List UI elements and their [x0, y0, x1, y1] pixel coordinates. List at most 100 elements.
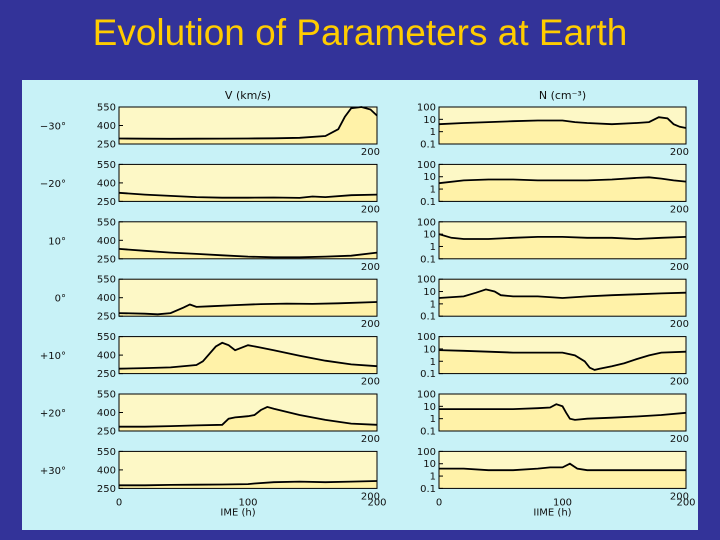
series-fill: [119, 342, 377, 374]
y-tick-label: 10: [423, 459, 436, 470]
velocity-line: [119, 480, 378, 487]
y-tick-label: 1: [430, 357, 436, 368]
y-tick-label: 550: [97, 217, 116, 228]
series-fill: [119, 248, 377, 259]
series-fill: [119, 107, 377, 144]
velocity-line: [118, 248, 378, 259]
series-fill: [119, 302, 377, 317]
y-tick-label: 400: [97, 465, 116, 476]
density-line: [439, 403, 687, 421]
series-fill: [439, 234, 686, 259]
x-end-label: 200: [670, 434, 689, 445]
y-tick-label: 400: [97, 408, 116, 419]
column-label-n: N (cm⁻³): [539, 89, 586, 102]
y-tick-label: 1: [430, 185, 436, 196]
y-tick-label: 10: [423, 287, 436, 298]
y-tick-label: 250: [97, 312, 116, 323]
series-fill: [439, 404, 686, 431]
x-axis-label: IME (h): [220, 507, 255, 518]
y-tick-label: 250: [97, 369, 116, 380]
y-tick-label: 0.1: [420, 197, 436, 208]
y-tick-label: 250: [97, 254, 116, 265]
y-tick-label: 100: [417, 390, 436, 401]
row-label: −30°: [40, 122, 66, 133]
x-end-label: 200: [361, 434, 380, 445]
x-axis-label: IIME (h): [533, 507, 571, 518]
y-tick-label: 0.1: [420, 484, 436, 495]
row-label: +30°: [40, 466, 66, 477]
y-tick-label: 10: [423, 115, 436, 126]
y-tick-label: 0.1: [420, 254, 436, 265]
row-label: 10°: [48, 236, 66, 247]
series-fill: [439, 177, 686, 202]
y-tick-label: 400: [97, 236, 116, 247]
plot-frame: [438, 450, 687, 489]
y-tick-label: 10: [423, 230, 436, 241]
density-line: [439, 462, 686, 472]
chart-svg: V (km/s) N (cm⁻³) −30°550400250200100101…: [40, 89, 696, 518]
page-title: Evolution of Parameters at Earth: [92, 12, 628, 53]
y-tick-label: 0.1: [420, 312, 436, 323]
x-end-label: 200: [670, 262, 689, 273]
y-tick-label: 400: [97, 178, 116, 189]
x-end-label: 200: [670, 491, 689, 502]
y-tick-label: 0.1: [420, 427, 436, 438]
column-label-v: V (km/s): [225, 89, 271, 102]
y-tick-label: 0.1: [420, 369, 436, 380]
y-tick-label: 10: [423, 344, 436, 355]
velocity-line: [118, 341, 378, 370]
y-tick-label: 250: [97, 197, 116, 208]
velocity-line: [118, 301, 378, 316]
y-tick-label: 100: [417, 217, 436, 228]
velocity-line: [118, 191, 378, 199]
density-line: [438, 349, 687, 371]
x-tick-label: 100: [238, 497, 257, 508]
y-tick-label: 1: [430, 127, 436, 138]
row-label: −20°: [40, 179, 66, 190]
row-label: 0°: [55, 294, 66, 305]
y-tick-label: 250: [97, 140, 116, 151]
row-label: +20°: [40, 409, 66, 420]
density-line: [438, 233, 687, 240]
velocity-line: [119, 405, 378, 428]
y-tick-label: 0.1: [420, 140, 436, 151]
y-tick-label: 250: [97, 484, 116, 495]
y-tick-label: 1: [430, 299, 436, 310]
density-line: [438, 288, 687, 299]
x-end-label: 200: [670, 319, 689, 330]
x-end-label: 200: [670, 204, 689, 215]
x-end-label: 200: [361, 204, 380, 215]
y-tick-label: 400: [97, 293, 116, 304]
y-tick-label: 100: [417, 332, 436, 343]
y-tick-label: 100: [417, 160, 436, 171]
chart-panel: V (km/s) N (cm⁻³) −30° 550 400 250 200 100 10 1…: [22, 80, 698, 530]
y-tick-label: 100: [417, 275, 436, 286]
plot-frame: [438, 393, 687, 432]
x-tick-label: 0: [116, 497, 122, 508]
y-tick-label: 10: [423, 172, 436, 183]
plot-frame: [438, 221, 687, 260]
y-tick-label: 550: [97, 447, 116, 458]
y-tick-label: 1: [430, 242, 436, 253]
y-tick-label: 10: [423, 402, 436, 413]
series-fill: [119, 406, 377, 431]
x-end-label: 200: [361, 319, 380, 330]
x-end-label: 200: [361, 147, 380, 158]
plot-frame: [438, 278, 687, 317]
y-tick-label: 550: [97, 390, 116, 401]
y-tick-label: 400: [97, 121, 116, 132]
plot-frame: [438, 106, 687, 145]
series-fill: [119, 192, 377, 202]
density-line: [438, 116, 687, 129]
x-end-label: 200: [361, 262, 380, 273]
x-tick-label: 100: [553, 497, 572, 508]
series-fill: [439, 463, 686, 489]
x-end-label: 200: [361, 377, 380, 388]
series-fill: [439, 350, 686, 374]
x-tick-label: 200: [367, 497, 386, 508]
y-tick-label: 100: [417, 447, 436, 458]
y-tick-label: 550: [97, 332, 116, 343]
y-tick-label: 550: [97, 275, 116, 286]
y-tick-label: 1: [430, 414, 436, 425]
plot-frame: [438, 163, 687, 202]
